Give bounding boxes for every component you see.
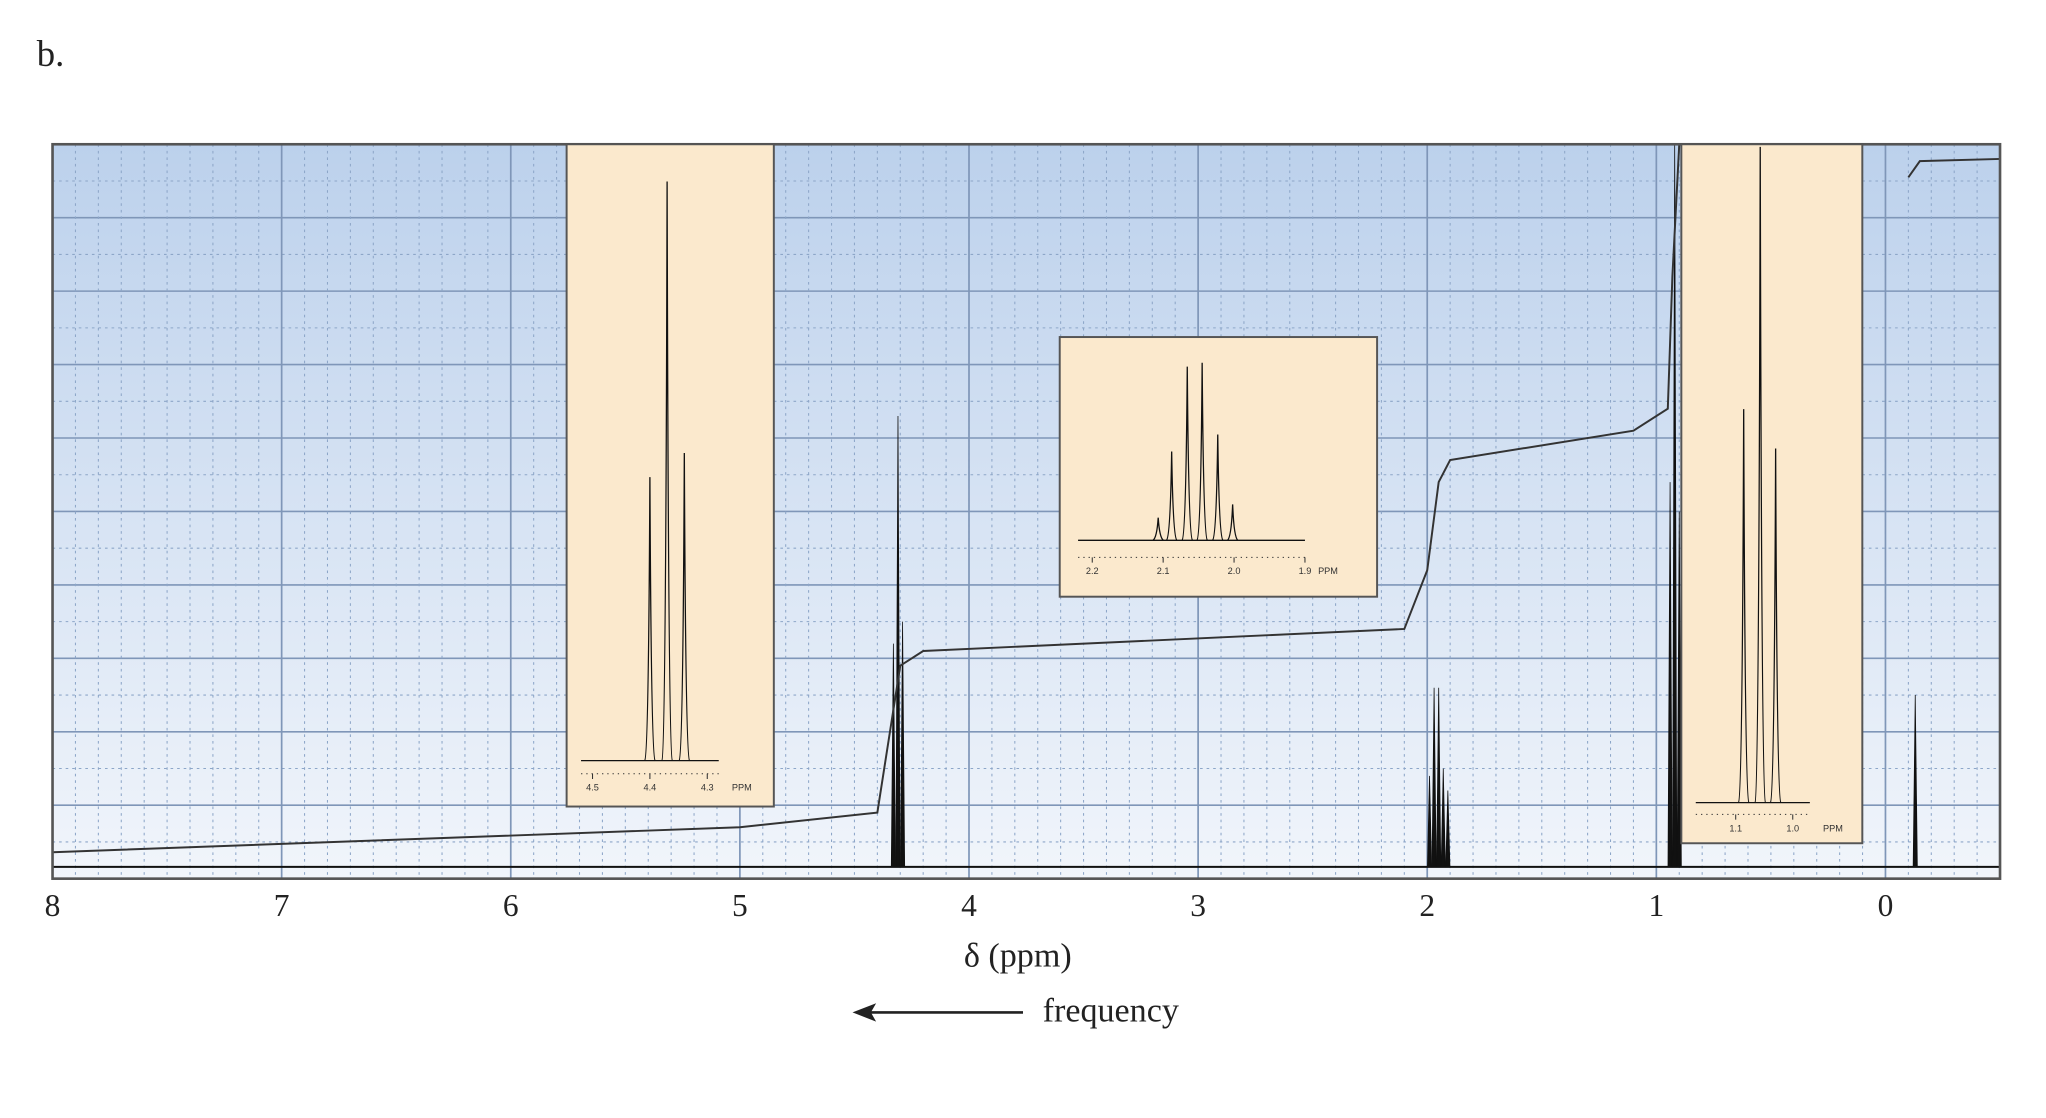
x-axis-label: δ (ppm) — [964, 937, 1072, 974]
annotation: frequency — [1043, 993, 1179, 1030]
peak — [1672, 144, 1678, 868]
x-tick-label: 0 — [1878, 888, 1894, 923]
inset-peak — [1165, 451, 1178, 541]
peak — [1440, 768, 1446, 868]
peak — [1676, 511, 1682, 868]
inset-box — [1680, 143, 1864, 845]
inset-tick-label: 4.4 — [644, 783, 657, 793]
inset: 2.2 2.1 2.0 1.9 PPM — [1058, 336, 1379, 598]
inset-peak — [1181, 366, 1194, 541]
peak — [1667, 482, 1673, 868]
inset-unit: PPM — [1318, 566, 1338, 576]
inset-unit: PPM — [732, 783, 752, 793]
arrow-head — [852, 1003, 877, 1022]
peak — [890, 643, 896, 868]
peak — [1445, 790, 1451, 868]
peak — [900, 621, 906, 868]
inset-peak — [661, 181, 674, 762]
inset-unit: PPM — [1823, 823, 1843, 833]
inset-tick-label: 1.1 — [1729, 823, 1742, 833]
x-tick-label: 5 — [732, 888, 748, 923]
x-axis: 8 7 6 5 4 3 2 1 0 — [45, 888, 1894, 923]
x-tick-label: 7 — [274, 888, 290, 923]
inset-peak — [1196, 362, 1208, 541]
inset-tick-label: 1.9 — [1299, 566, 1312, 576]
inset-tick-label: 4.5 — [586, 783, 599, 793]
inset-tick-label: 4.3 — [701, 783, 714, 793]
inset-peak — [1754, 146, 1767, 804]
x-tick-label: 6 — [503, 888, 519, 923]
inset-tick-label: 2.1 — [1157, 566, 1170, 576]
inset-peak — [678, 452, 691, 762]
peak — [1912, 695, 1918, 868]
peak — [1436, 687, 1442, 868]
x-tick-label: 4 — [961, 888, 977, 923]
peak — [1431, 687, 1437, 868]
inset-tick-label: 2.0 — [1228, 566, 1241, 576]
inset-peak — [1737, 409, 1750, 804]
inset-peak — [1769, 448, 1782, 804]
inset-peak — [644, 477, 656, 762]
inset-peak — [1152, 517, 1164, 541]
x-tick-label: 3 — [1190, 888, 1206, 923]
plot-frame — [51, 142, 2002, 880]
peak — [1427, 775, 1433, 868]
integral-curve — [52, 144, 2001, 854]
inset: 4.5 4.4 4.3 PPM — [565, 143, 775, 808]
x-tick-label: 1 — [1648, 888, 1664, 923]
x-tick-label: 2 — [1419, 888, 1435, 923]
insets: 4.5 4.4 4.3 PPM 2.2 2.1 2.0 1.9 PPM 1.1 1.0 PPM — [565, 143, 1864, 845]
peak — [895, 415, 901, 868]
inset-tick-label: 1.0 — [1786, 823, 1799, 833]
spectrum — [52, 144, 2001, 868]
inset-tick-label: 2.2 — [1086, 566, 1099, 576]
inset-peak — [1226, 504, 1239, 541]
x-tick-label: 8 — [45, 888, 61, 923]
figure-label: b. — [37, 33, 65, 74]
inset: 1.1 1.0 PPM — [1680, 143, 1864, 845]
inset-peak — [1211, 434, 1224, 541]
